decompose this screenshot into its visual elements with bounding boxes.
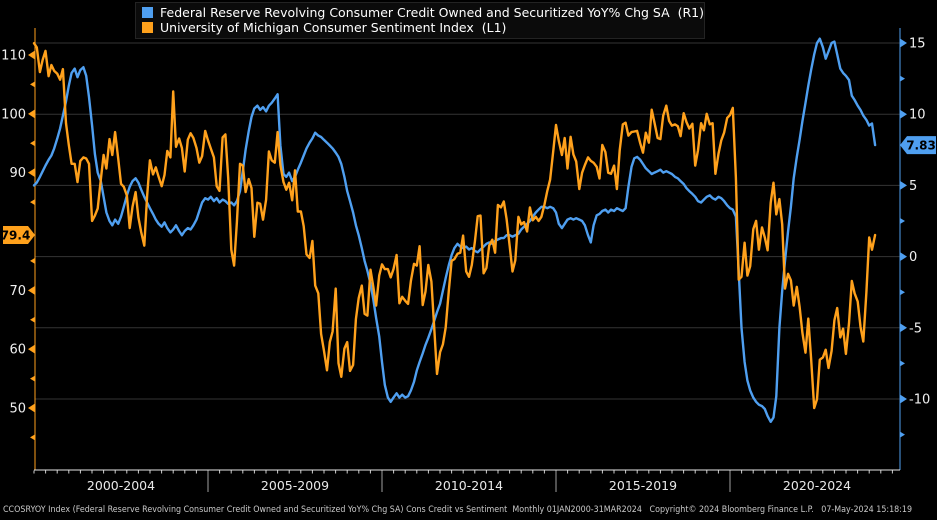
right-axis-tick-label: 10 [909,108,926,123]
right-axis-tick-arrow-icon [900,38,907,48]
right-axis-tick-arrow-icon [900,109,907,119]
right-axis-tick-label: 15 [909,37,926,52]
status-bar: CCOSRYOY Index (Federal Reserve Revolvin… [3,505,913,515]
legend-item-label: University of Michigan Consumer Sentimen… [160,20,507,35]
right-axis-minor-tick-icon [900,75,905,82]
left-axis-tick-label: 110 [1,49,26,64]
right-axis-tick-arrow-icon [900,252,907,262]
left-axis-minor-tick-icon [30,257,35,264]
right-axis-tick-label: 0 [909,250,917,265]
left-axis-tick-label: 50 [9,401,26,416]
right-axis-tick-arrow-icon [900,394,907,404]
right-axis-tick-label: -5 [909,321,922,336]
x-axis-label: 2015-2019 [609,478,677,493]
right-axis-tick-arrow-icon [900,323,907,333]
sentiment-line[interactable] [32,42,877,410]
legend-item-credit[interactable]: Federal Reserve Revolving Consumer Credi… [142,5,704,20]
right-axis-last-value-badge [900,136,936,155]
left-axis-tick-arrow-icon [28,168,35,178]
credit-yoy-line[interactable] [32,37,877,423]
legend-item-label: Federal Reserve Revolving Consumer Credi… [160,5,704,20]
right-axis-minor-tick-icon [900,431,905,438]
left-axis-tick-arrow-icon [28,109,35,119]
right-axis-minor-tick-icon [900,289,905,296]
right-axis-last-value-label: 7.83 [906,139,936,153]
legend-item-sentiment[interactable]: University of Michigan Consumer Sentimen… [142,20,696,35]
x-axis-label: 2010-2014 [435,478,503,493]
chart-legend: Federal Reserve Revolving Consumer Credi… [135,2,705,39]
left-axis-minor-tick-icon [30,199,35,206]
left-axis-tick-arrow-icon [28,403,35,413]
left-axis-minor-tick-icon [30,81,35,88]
x-axis-label: 2000-2004 [87,478,155,493]
left-axis-tick-label: 100 [1,107,26,122]
left-axis-last-value-badge [3,226,35,245]
left-axis-minor-tick-icon [30,434,35,441]
left-axis-last-value-label: 79.4 [1,229,31,243]
left-axis-tick-label: 60 [9,343,26,358]
x-axis-label: 2005-2009 [261,478,329,493]
left-axis-tick-arrow-icon [28,50,35,60]
left-axis-tick-arrow-icon [28,285,35,295]
right-axis-tick-label: 5 [909,179,917,194]
left-axis-tick-label: 90 [9,166,26,181]
right-axis-tick-label: -10 [909,393,930,408]
left-axis-minor-tick-icon [30,375,35,382]
left-axis-minor-tick-icon [30,316,35,323]
x-axis-label: 2020-2024 [783,478,851,493]
left-axis-tick-label: 70 [9,284,26,299]
left-axis-minor-tick-icon [30,140,35,147]
right-axis-minor-tick-icon [900,218,905,224]
credit-series-swatch-icon [142,7,153,18]
right-axis-minor-tick-icon [900,360,905,367]
right-axis-tick-arrow-icon [900,180,907,190]
left-axis-tick-arrow-icon [28,344,35,354]
sentiment-series-swatch-icon [142,22,153,33]
